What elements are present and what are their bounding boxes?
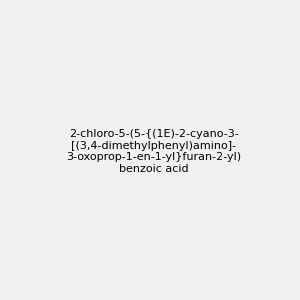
Text: 2-chloro-5-(5-{(1E)-2-cyano-3-
[(3,4-dimethylphenyl)amino]-
3-oxoprop-1-en-1-yl}: 2-chloro-5-(5-{(1E)-2-cyano-3- [(3,4-dim…	[66, 129, 241, 174]
